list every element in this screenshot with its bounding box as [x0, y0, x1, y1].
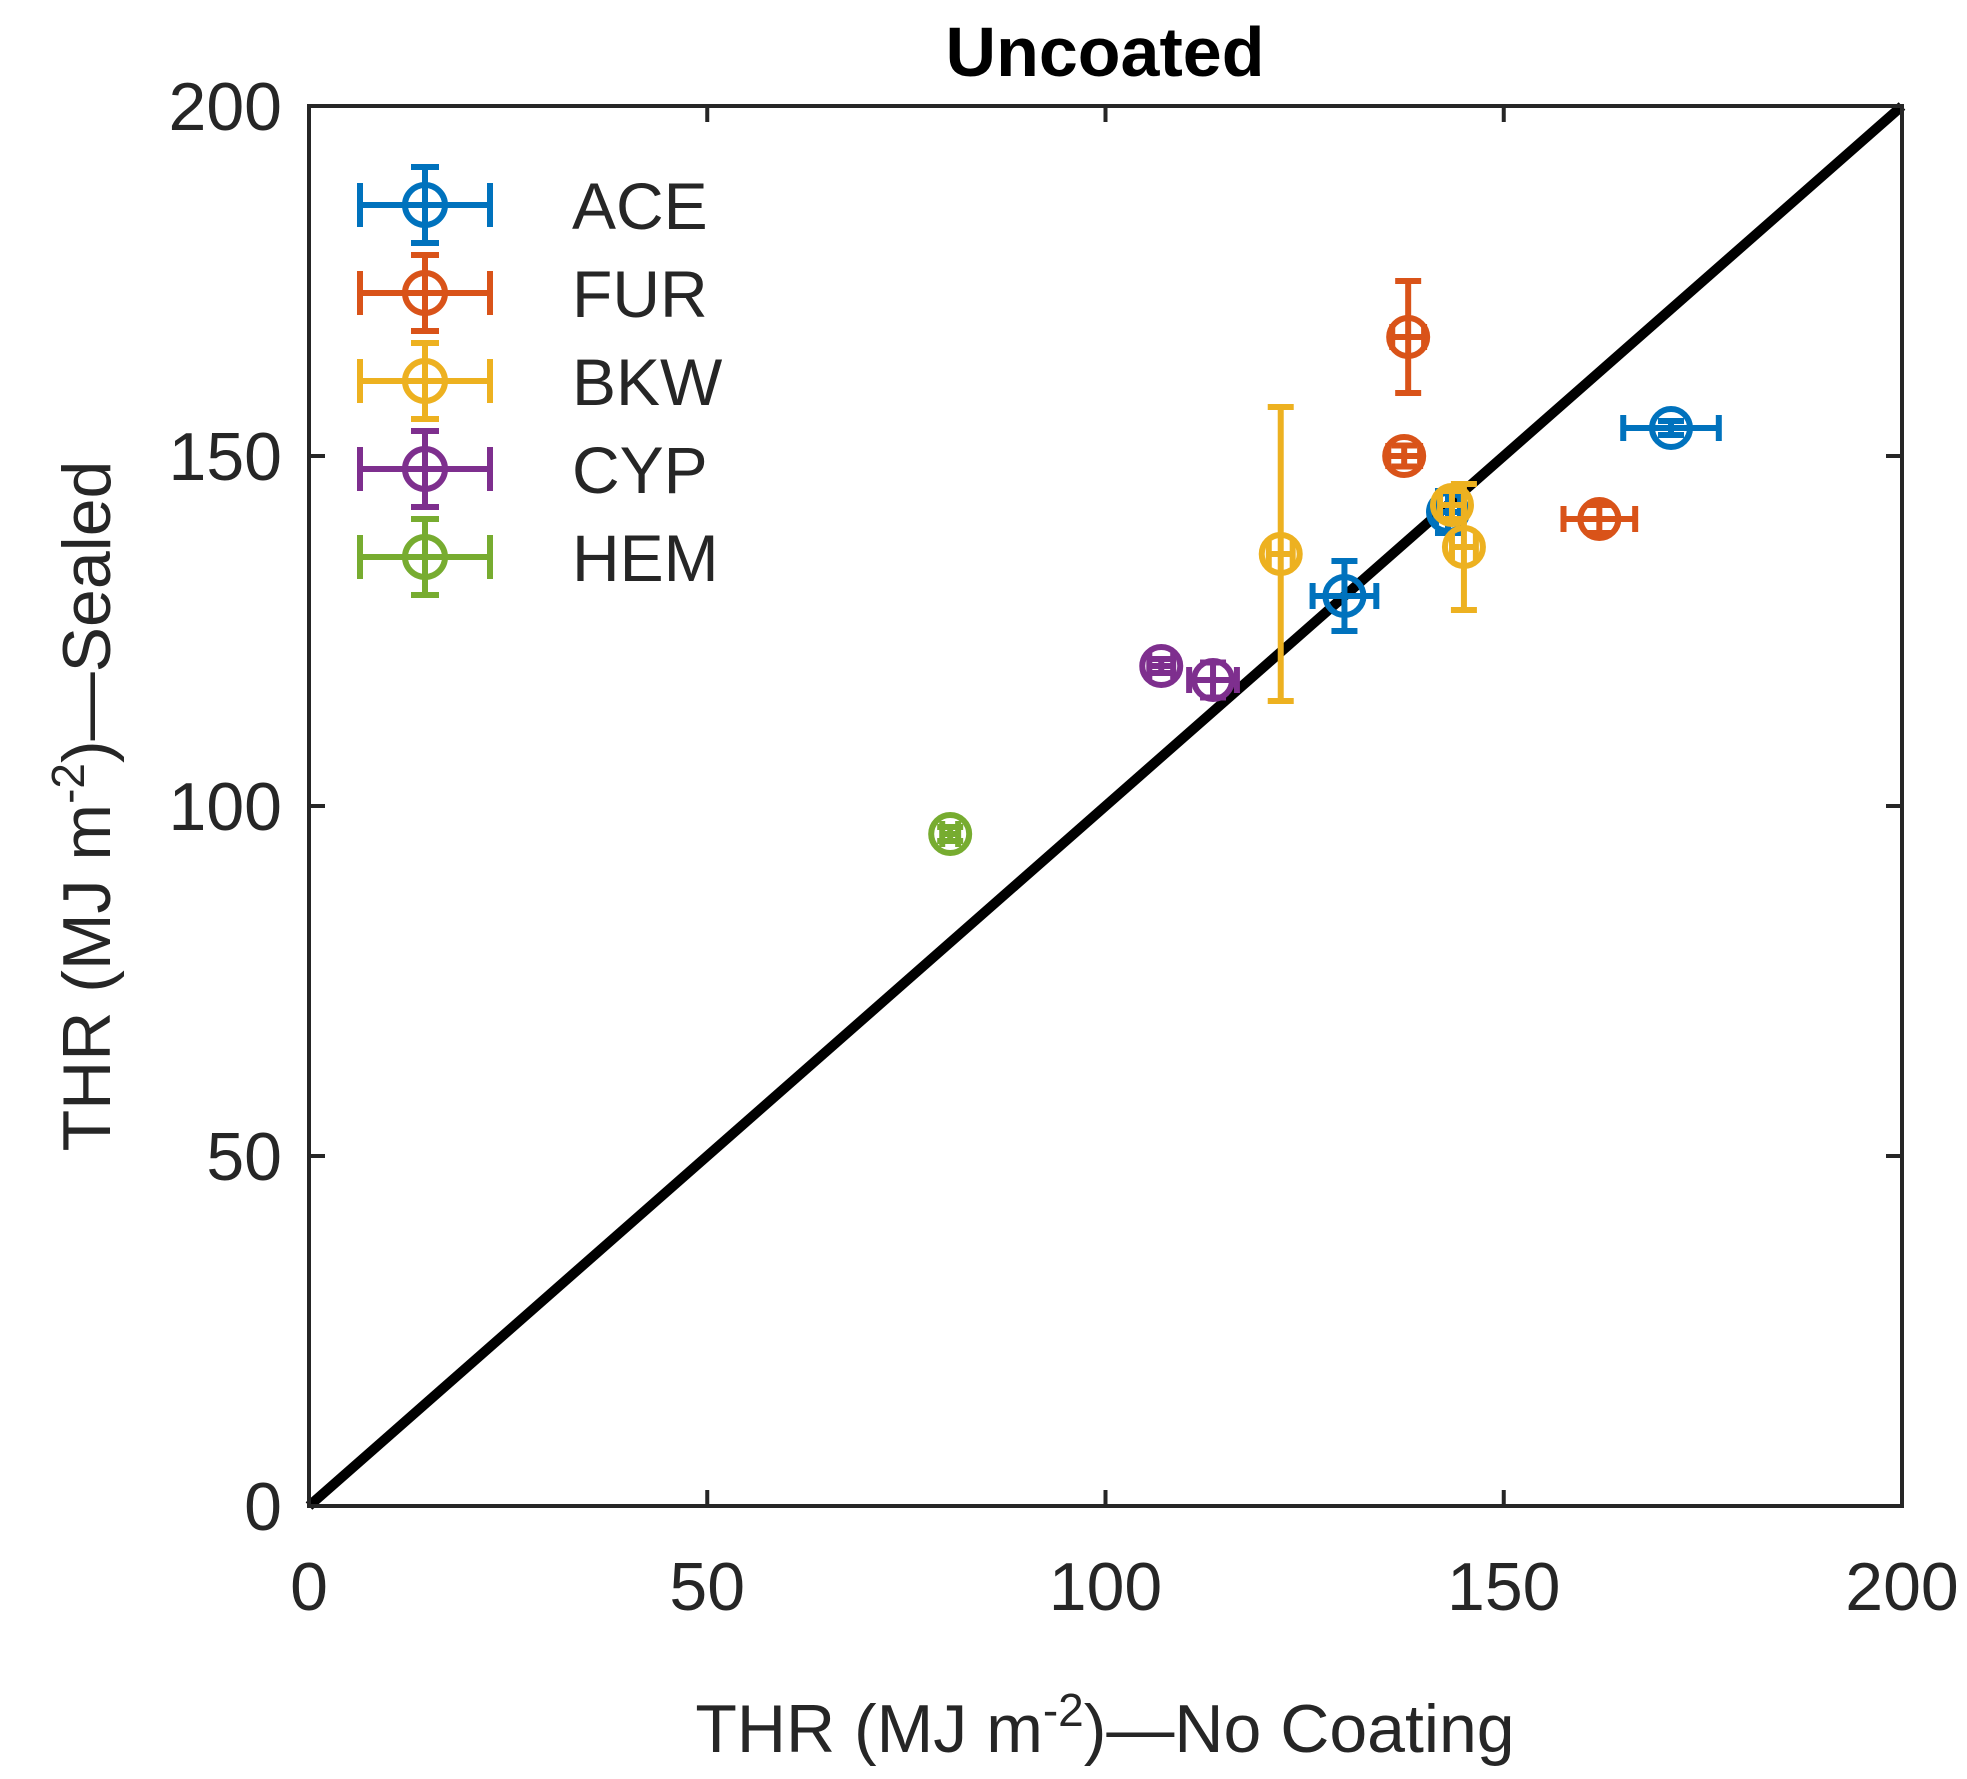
x-tick-label: 50	[669, 1549, 745, 1625]
identity-reference-line	[305, 102, 1906, 1510]
x-axis-label-suffix: )—No Coating	[1084, 1691, 1515, 1767]
data-point	[1441, 525, 1486, 569]
legend-symbol	[357, 340, 493, 422]
legend-symbol	[357, 252, 493, 334]
y-tick-label: 0	[244, 1469, 282, 1545]
data-point	[1322, 574, 1367, 618]
data-point	[1386, 315, 1431, 359]
legend-item-fur: FUR	[357, 252, 708, 334]
x-tick-label: 150	[1447, 1549, 1560, 1625]
legend-marker	[402, 182, 448, 228]
y-axis-label-superscript: -2	[42, 763, 94, 804]
x-tick-label: 200	[1845, 1549, 1958, 1625]
legend-item-ace: ACE	[357, 164, 708, 246]
legend: ACE FUR BKW CYP HEM	[357, 164, 723, 598]
legend-item-cyp: CYP	[357, 428, 708, 510]
y-tick-label: 50	[206, 1119, 282, 1195]
legend-label: CYP	[572, 433, 708, 507]
legend-label: ACE	[572, 169, 708, 243]
series-cyp	[1139, 644, 1240, 702]
x-tick-label: 0	[290, 1549, 328, 1625]
chart-title: Uncoated	[946, 13, 1265, 91]
legend-marker	[402, 270, 448, 316]
y-axis-label-suffix: )—Sealed	[49, 461, 125, 763]
plot-area-border	[307, 104, 1904, 1508]
data-point	[1258, 532, 1303, 576]
data-point	[928, 812, 973, 856]
data-point	[1649, 406, 1694, 450]
legend-label: BKW	[572, 345, 723, 419]
data-markers	[928, 278, 1722, 856]
y-axis-label: THR (MJ m-2)—Sealed	[42, 461, 125, 1152]
y-axis-label-main: THR (MJ m	[49, 804, 125, 1151]
legend-label: FUR	[572, 257, 708, 331]
x-axis-label: THR (MJ m-2)—No Coating	[695, 1684, 1514, 1767]
legend-marker	[402, 534, 448, 580]
legend-marker	[402, 358, 448, 404]
data-point	[1191, 658, 1236, 702]
y-tick-label: 100	[169, 769, 282, 845]
legend-symbol	[357, 516, 493, 598]
x-tick-label: 100	[1049, 1549, 1162, 1625]
series-fur	[1382, 278, 1639, 541]
legend-symbol	[357, 428, 493, 510]
x-axis-label-superscript: -2	[1043, 1684, 1084, 1736]
legend-label: HEM	[572, 521, 719, 595]
legend-symbol	[357, 164, 493, 246]
tick-labels: 0 50 100 150 200 0 50 100 150 200	[169, 69, 1959, 1625]
x-axis-label-main: THR (MJ m	[695, 1691, 1042, 1767]
y-tick-label: 150	[169, 419, 282, 495]
data-point	[1577, 497, 1622, 541]
series-bkw	[1258, 404, 1486, 704]
legend-marker	[402, 446, 448, 492]
legend-item-hem: HEM	[357, 516, 719, 598]
series-hem	[928, 812, 973, 856]
data-point	[1429, 483, 1474, 527]
y-tick-label: 200	[169, 69, 282, 145]
data-point	[1382, 434, 1427, 478]
data-point	[1139, 644, 1184, 688]
legend-item-bkw: BKW	[357, 340, 723, 422]
